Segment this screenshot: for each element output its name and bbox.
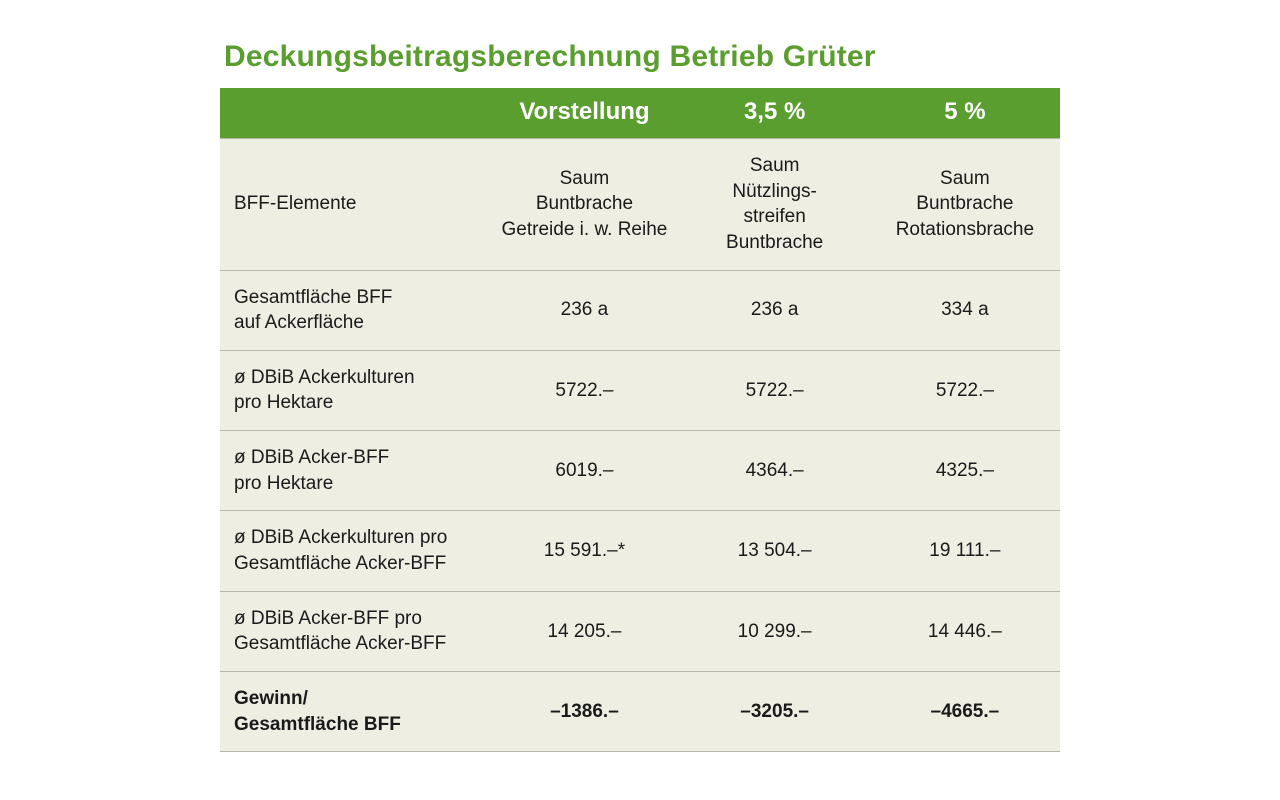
row-val: 6019.– xyxy=(489,431,679,511)
row-label: Gesamtfläche BFF auf Ackerfläche xyxy=(220,270,489,350)
header-col-vorstellung: Vorstellung xyxy=(489,88,679,139)
row-val: –1386.– xyxy=(489,671,679,751)
table-row: ø DBiB Ackerkulturen pro Gesamtfläche Ac… xyxy=(220,511,1060,591)
row-val: 15 591.–* xyxy=(489,511,679,591)
page-wrap: Deckungsbeitragsberechnung Betrieb Grüte… xyxy=(0,0,1280,752)
row-val: 19 111.– xyxy=(870,511,1060,591)
header-col-3-5pct: 3,5 % xyxy=(680,88,870,139)
contribution-table: Vorstellung 3,5 % 5 % BFF-Elemente Saum … xyxy=(220,88,1060,752)
row-val: 14 446.– xyxy=(870,591,1060,671)
page-title: Deckungsbeitragsberechnung Betrieb Grüte… xyxy=(224,40,1060,74)
table-body: BFF-Elemente Saum Buntbrache Getreide i.… xyxy=(220,139,1060,752)
row-val: 334 a xyxy=(870,270,1060,350)
table-header-row: Vorstellung 3,5 % 5 % xyxy=(220,88,1060,139)
table-row: Gesamtfläche BFF auf Ackerfläche 236 a 2… xyxy=(220,270,1060,350)
row-val: 5722.– xyxy=(680,350,870,430)
table-row: ø DBiB Ackerkulturen pro Hektare 5722.– … xyxy=(220,350,1060,430)
row-label: BFF-Elemente xyxy=(220,139,489,271)
row-val: 236 a xyxy=(489,270,679,350)
row-label: ø DBiB Ackerkulturen pro Hektare xyxy=(220,350,489,430)
row-val: 4325.– xyxy=(870,431,1060,511)
row-val: –3205.– xyxy=(680,671,870,751)
row-val: 5722.– xyxy=(870,350,1060,430)
table-row-total: Gewinn/ Gesamtfläche BFF –1386.– –3205.–… xyxy=(220,671,1060,751)
row-val: 5722.– xyxy=(489,350,679,430)
header-empty xyxy=(220,88,489,139)
row-label: ø DBiB Acker-BFF pro Gesamtfläche Acker-… xyxy=(220,591,489,671)
row-val: –4665.– xyxy=(870,671,1060,751)
row-val: 4364.– xyxy=(680,431,870,511)
header-col-5pct: 5 % xyxy=(870,88,1060,139)
row-label: ø DBiB Ackerkulturen pro Gesamtfläche Ac… xyxy=(220,511,489,591)
row-label: ø DBiB Acker-BFF pro Hektare xyxy=(220,431,489,511)
row-val: Saum Buntbrache Getreide i. w. Reihe xyxy=(489,139,679,271)
row-label: Gewinn/ Gesamtfläche BFF xyxy=(220,671,489,751)
table-row: ø DBiB Acker-BFF pro Hektare 6019.– 4364… xyxy=(220,431,1060,511)
row-val: 14 205.– xyxy=(489,591,679,671)
row-val: 236 a xyxy=(680,270,870,350)
table-row: BFF-Elemente Saum Buntbrache Getreide i.… xyxy=(220,139,1060,271)
table-row: ø DBiB Acker-BFF pro Gesamtfläche Acker-… xyxy=(220,591,1060,671)
row-val: 13 504.– xyxy=(680,511,870,591)
row-val: Saum Buntbrache Rotationsbrache xyxy=(870,139,1060,271)
row-val: Saum Nützlings- streifen Buntbrache xyxy=(680,139,870,271)
row-val: 10 299.– xyxy=(680,591,870,671)
